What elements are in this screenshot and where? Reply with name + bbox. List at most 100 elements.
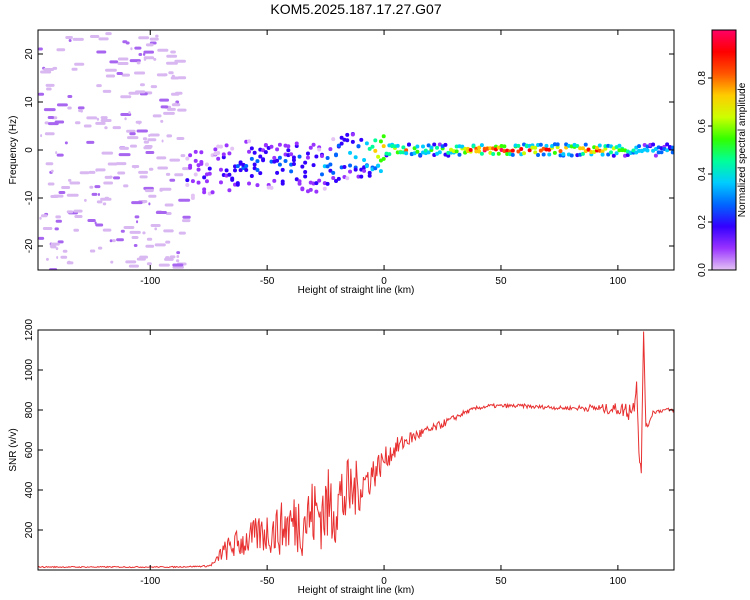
heatmap-cell <box>404 148 409 153</box>
heatmap-cell <box>429 145 434 150</box>
heatmap-cell <box>216 156 221 161</box>
noise-cell <box>123 226 135 230</box>
noise-cell <box>130 47 133 51</box>
heatmap-cell <box>381 134 386 139</box>
heatmap-cell <box>328 147 333 152</box>
heatmap-cell <box>575 144 580 149</box>
heatmap-cell <box>308 145 313 150</box>
noise-cell <box>152 114 162 118</box>
noise-cell <box>148 202 151 206</box>
noise-cell <box>131 236 139 240</box>
noise-cell <box>60 255 68 259</box>
heatmap-cell <box>185 156 190 161</box>
heatmap-cell <box>199 150 204 155</box>
noise-cell <box>167 107 176 111</box>
heatmap-cell <box>263 150 268 155</box>
heatmap-cell <box>345 176 350 181</box>
heatmap-cell <box>204 162 209 167</box>
heatmap-cell <box>289 169 294 174</box>
noise-cell <box>65 36 73 40</box>
noise-cell <box>146 262 152 266</box>
heatmap-cell <box>460 144 465 149</box>
heatmap-cell <box>608 150 613 155</box>
heatmap-cell <box>569 153 574 158</box>
heatmap-cell <box>218 180 223 185</box>
noise-cell <box>180 154 186 158</box>
heatmap-cell <box>659 150 664 155</box>
heatmap-cell <box>653 153 658 158</box>
noise-cell <box>118 153 131 157</box>
heatmap-cell <box>303 170 308 175</box>
noise-cell <box>44 132 55 136</box>
noise-cell <box>56 48 66 52</box>
heatmap-cell <box>317 147 322 152</box>
noise-cell <box>46 87 52 91</box>
heatmap-cell <box>516 149 521 154</box>
heatmap-cell <box>421 144 426 149</box>
heatmap-cell <box>294 141 299 146</box>
noise-cell <box>142 231 146 235</box>
heatmap-cell <box>665 148 670 153</box>
noise-cell <box>158 263 170 267</box>
snr-panel: -100 -50 0 50 100 200 400 600 800 1000 1200 Heigh… <box>8 318 675 596</box>
noise-cell <box>157 166 168 170</box>
heatmap-cell <box>367 146 372 151</box>
noise-cell <box>91 192 98 196</box>
heatmap-cell <box>218 167 223 172</box>
heatmap-cell <box>336 143 341 148</box>
spectrogram-x-tick-label: 100 <box>610 276 627 287</box>
spectrogram-x-label: Height of straight line (km) <box>298 285 415 296</box>
heatmap-cell <box>331 137 336 142</box>
heatmap-cell <box>249 173 254 178</box>
noise-cell <box>166 61 178 65</box>
noise-cell <box>115 162 127 166</box>
heatmap-cell <box>376 154 381 159</box>
noise-cell <box>109 60 119 64</box>
noise-cell <box>94 221 97 225</box>
heatmap-cell <box>247 181 252 186</box>
spectrogram-x-tick-label: 0 <box>381 276 387 287</box>
heatmap-cell <box>561 152 566 157</box>
heatmap-cell <box>207 171 212 176</box>
heatmap-cell <box>269 144 274 149</box>
heatmap-cell <box>247 139 252 144</box>
heatmap-cell <box>199 161 204 166</box>
heatmap-cell <box>319 153 324 158</box>
noise-cell <box>56 153 64 157</box>
colorbar-tick-label: 0.0 <box>697 263 708 277</box>
noise-cell <box>121 73 130 77</box>
heatmap-cell <box>272 155 277 160</box>
noise-cell <box>89 185 94 189</box>
colorbar-tick-label: 0.8 <box>697 71 708 85</box>
noise-cell <box>127 95 132 99</box>
heatmap-cell <box>325 181 330 186</box>
noise-cell <box>148 167 154 171</box>
snr-x-label: Height of straight line (km) <box>298 585 415 596</box>
heatmap-cell <box>331 170 336 175</box>
noise-cell <box>149 37 159 41</box>
noise-cell <box>38 92 45 96</box>
noise-cell <box>170 76 180 80</box>
heatmap-cell <box>558 149 563 154</box>
noise-cell <box>138 36 150 40</box>
heatmap-cell <box>611 153 616 158</box>
heatmap-cell <box>224 143 229 148</box>
heatmap-cell <box>275 158 280 163</box>
noise-cell <box>168 71 174 75</box>
noise-cell <box>164 203 174 207</box>
noise-cell <box>73 209 83 213</box>
noise-cell <box>67 94 73 98</box>
noise-cell <box>119 146 129 150</box>
noise-cell <box>147 138 157 142</box>
noise-cell <box>112 126 121 130</box>
noise-cell <box>127 136 139 140</box>
heatmap-cell <box>328 162 333 167</box>
noise-cell <box>50 169 54 173</box>
noise-cell <box>165 240 171 244</box>
heatmap-cell <box>300 164 305 169</box>
colorbar-tick-label: 0.4 <box>697 167 708 181</box>
noise-cell <box>135 120 142 124</box>
heatmap-cell <box>533 145 538 150</box>
snr-x-tick-label: 0 <box>381 576 387 587</box>
heatmap-cell <box>583 142 588 147</box>
